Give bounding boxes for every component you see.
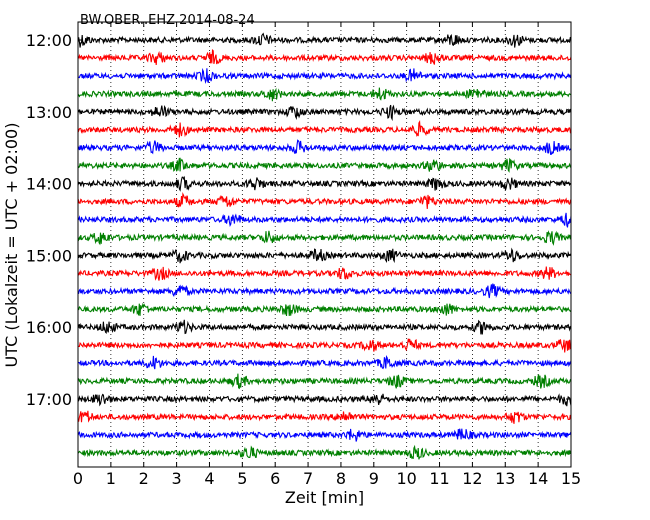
trace-row bbox=[77, 354, 572, 370]
x-tick-label: 12 bbox=[462, 469, 482, 488]
chart-title: BW.OBER..EHZ 2014-08-24 bbox=[80, 13, 255, 28]
y-tick-label: 12:00 bbox=[26, 31, 72, 50]
trace-rows bbox=[77, 32, 572, 460]
trace-row bbox=[77, 393, 572, 407]
x-tick-label: 9 bbox=[369, 469, 379, 488]
trace-row bbox=[77, 157, 572, 173]
trace-row bbox=[77, 212, 572, 228]
trace-row bbox=[77, 373, 572, 390]
x-tick-label: 13 bbox=[495, 469, 515, 488]
trace-row bbox=[77, 49, 572, 66]
x-tick-label: 14 bbox=[528, 469, 548, 488]
y-tick-label: 17:00 bbox=[26, 390, 72, 409]
axis-ticks: 0 1 2 3 4 5 6 7 8 9 10 11 12 13 14 1512:0013:0014:0015:… bbox=[26, 22, 581, 488]
trace-row bbox=[77, 266, 572, 281]
x-tick-label: 0 bbox=[73, 469, 83, 488]
x-tick-label: 5 bbox=[237, 469, 247, 488]
x-tick-label: 7 bbox=[303, 469, 313, 488]
y-axis-label: UTC (Lokalzeit = UTC + 02:00) bbox=[2, 123, 21, 368]
trace-row bbox=[77, 119, 572, 138]
axes-frame bbox=[77, 21, 572, 468]
trace-row bbox=[77, 104, 572, 122]
trace-row bbox=[77, 175, 572, 192]
y-tick-label: 13:00 bbox=[26, 103, 72, 122]
trace-row bbox=[77, 191, 572, 209]
trace-row bbox=[78, 302, 572, 317]
x-tick-label: 6 bbox=[270, 469, 280, 488]
x-tick-label: 1 bbox=[106, 469, 116, 488]
trace-row bbox=[77, 87, 572, 102]
y-tick-label: 15:00 bbox=[26, 246, 72, 265]
x-axis-label: Zeit [min] bbox=[285, 488, 364, 507]
trace-row bbox=[77, 67, 572, 85]
trace-row bbox=[77, 319, 572, 335]
x-tick-label: 2 bbox=[139, 469, 149, 488]
trace-row bbox=[77, 444, 572, 460]
x-tick-label: 8 bbox=[336, 469, 346, 488]
trace-row bbox=[77, 338, 572, 353]
x-tick-label: 15 bbox=[561, 469, 581, 488]
trace-row bbox=[77, 139, 572, 155]
trace-row bbox=[77, 32, 572, 48]
x-tick-label: 4 bbox=[204, 469, 214, 488]
x-tick-label: 3 bbox=[172, 469, 182, 488]
x-tick-label: 10 bbox=[396, 469, 416, 488]
trace-row bbox=[77, 283, 572, 299]
trace-row bbox=[77, 230, 572, 246]
x-tick-label: 11 bbox=[429, 469, 449, 488]
trace-row bbox=[77, 247, 572, 264]
y-tick-label: 16:00 bbox=[26, 318, 72, 337]
y-tick-label: 14:00 bbox=[26, 175, 72, 194]
trace-row bbox=[77, 428, 572, 442]
trace-row bbox=[78, 410, 572, 424]
